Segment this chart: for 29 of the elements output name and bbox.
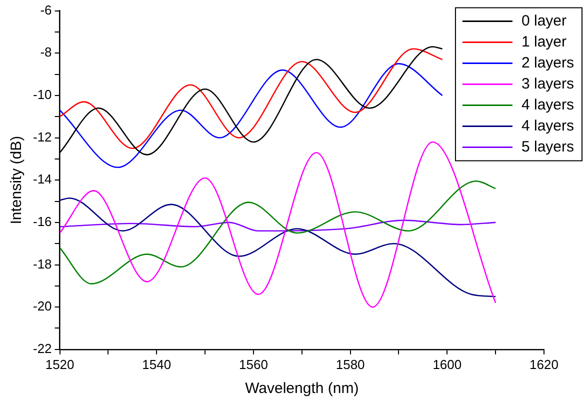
y-tick-label: -8	[40, 44, 52, 60]
legend-label: 1 layer	[521, 33, 567, 50]
line-series	[60, 141, 496, 308]
x-tick-label: 1580	[336, 356, 365, 372]
y-tick-label: -10	[32, 87, 52, 102]
line-series	[60, 197, 496, 298]
y-tick-label: -18	[32, 256, 52, 272]
x-tick-label: 1540	[142, 356, 172, 372]
y-tick-label: -20	[32, 298, 52, 314]
legend-label: 0 layer	[521, 12, 567, 30]
y-tick-label: -12	[32, 129, 52, 144]
line-series	[60, 180, 496, 284]
x-axis-title: Wavelength (nm)	[245, 380, 359, 398]
y-tick-label: -22	[32, 340, 52, 356]
legend-label: 4 layers	[521, 96, 574, 114]
legend-label: 2 layers	[521, 54, 574, 72]
x-tick-label: 1520	[45, 356, 74, 372]
x-tick-label: 1600	[432, 356, 462, 372]
legend-label: 4 layers	[521, 117, 574, 134]
line-series	[60, 63, 443, 168]
x-tick-label: 1620	[530, 356, 558, 372]
y-tick-label: -14	[32, 172, 52, 187]
legend-label: 3 layers	[521, 75, 574, 92]
y-tick-label: -6	[40, 2, 52, 18]
legend-label: 5 layers	[521, 138, 574, 156]
x-tick-label: 1560	[239, 356, 268, 372]
line-series	[60, 220, 496, 232]
y-axis-title: Intensity (dB)	[8, 136, 26, 224]
y-tick-label: -16	[32, 214, 52, 230]
